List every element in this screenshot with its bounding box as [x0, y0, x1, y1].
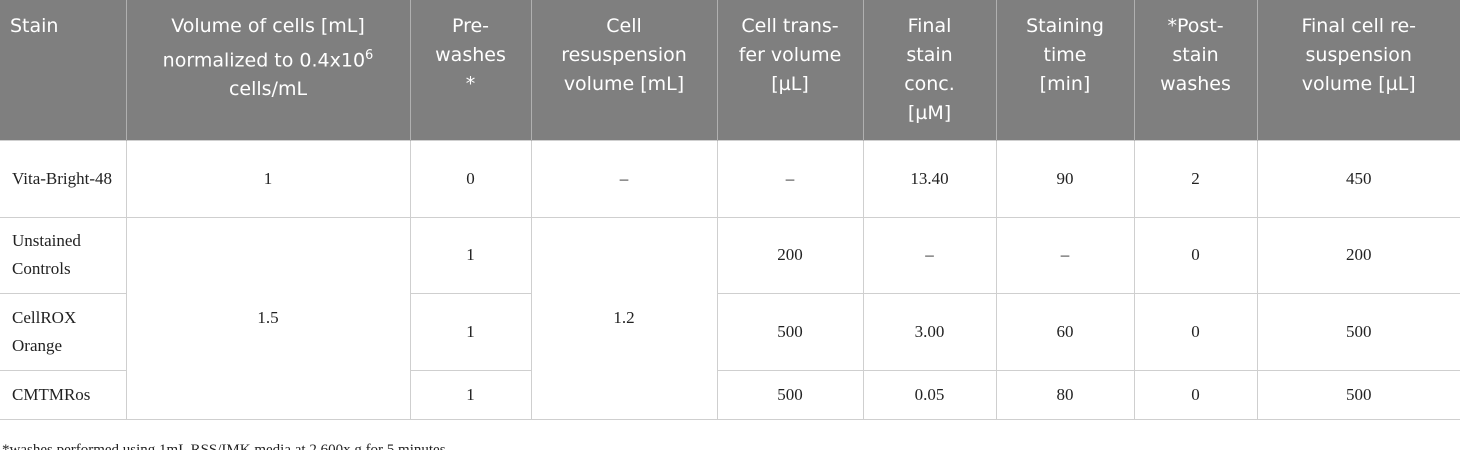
column-header: Final cell re-suspension volume [µL]	[1256, 0, 1460, 140]
header-line: stain	[1172, 44, 1219, 66]
table-cell: 1	[409, 369, 532, 420]
header-line: conc.	[904, 73, 955, 95]
stain-cell: Vita-Bright-48	[0, 139, 127, 218]
superscript: 6	[365, 48, 374, 63]
table-cell: CellROX Orange	[0, 292, 127, 371]
table-cell: 0	[1133, 216, 1258, 294]
header-line: suspension	[1305, 44, 1412, 66]
footnote: *washes performed using 1mL RSS/IMK medi…	[2, 441, 450, 450]
stain-cell: Unstained Controls	[0, 216, 127, 294]
table-cell: 500	[1256, 369, 1460, 420]
table-cell: 80	[995, 369, 1135, 420]
column-header: Staining time [min]	[995, 0, 1134, 140]
table-cell: 200	[1256, 216, 1460, 294]
table-cell: 1	[409, 216, 532, 294]
header-line: Pre-	[451, 15, 490, 37]
header-row: Stain Volume of cells [mL] normalized to 0…	[0, 0, 1460, 140]
header-line: Stain	[10, 15, 59, 37]
table-row: CMTMRos 1 500 0.05 80 0 500	[0, 369, 1460, 420]
table-cell: 1.5	[125, 216, 411, 420]
table-cell: 0	[1133, 369, 1258, 420]
header-line: time	[1043, 44, 1087, 66]
header-line: *	[465, 73, 476, 95]
header-line: Staining	[1026, 15, 1104, 37]
table-cell: 1	[125, 139, 411, 218]
table-cell: CMTMRos	[0, 369, 127, 420]
header-line: volume [µL]	[1301, 73, 1416, 95]
header-line: normalized to 0.4x106	[133, 41, 404, 75]
table-cell: –	[530, 139, 718, 218]
header-line: *Post-	[1167, 15, 1224, 37]
table-body: Vita-Bright-48 1 0– –13.40 90 2 450 Unstained C…	[0, 139, 1460, 420]
column-header: Cell trans-fer volume [µL]	[716, 0, 863, 140]
header-line: Cell trans-	[741, 15, 839, 37]
header-line: fer volume	[738, 44, 842, 66]
column-header: Volume of cells [mL] normalized to 0.4x10…	[125, 0, 410, 140]
table-cell: 2	[1133, 139, 1258, 218]
table-row: Vita-Bright-48 1 0– –13.40 90 2 450	[0, 139, 1460, 218]
header-line: stain	[906, 44, 953, 66]
header-line: Cell	[606, 15, 642, 37]
column-header: Cell resuspension volume [mL]	[530, 0, 717, 140]
header-line: [min]	[1039, 73, 1091, 95]
table-cell: 3.00	[862, 292, 997, 371]
table-cell: 1.2	[530, 216, 718, 420]
table-row: CellROX Orange 1 500 3.00 60 0 500	[0, 292, 1460, 371]
column-header: Stain	[0, 0, 126, 140]
table-cell: 500	[716, 369, 864, 420]
header-line: Final	[907, 15, 952, 37]
table-cell: –	[716, 139, 864, 218]
header-line: washes	[1160, 73, 1231, 95]
table-cell: 200	[716, 216, 864, 294]
table-cell: –	[862, 216, 997, 294]
table-cell: 500	[716, 292, 864, 371]
table-cell: 450	[1256, 139, 1460, 218]
table-cell: 0	[1133, 292, 1258, 371]
column-header: Final stain conc. [µM]	[862, 0, 996, 140]
header-line: washes	[435, 44, 506, 66]
data-table: Stain Volume of cells [mL] normalized to 0…	[0, 0, 1460, 420]
header-text: normalized to 0.4x10	[162, 49, 366, 72]
header-line: cells/mL	[228, 78, 308, 101]
table-cell: 60	[995, 292, 1135, 371]
header-line: Final cell re-	[1301, 15, 1416, 37]
table-cell: –	[995, 216, 1135, 294]
column-header: *Post-stain washes	[1133, 0, 1257, 140]
header-line: [µM]	[907, 102, 952, 124]
table-cell: 1	[409, 292, 532, 371]
table-cell: 500	[1256, 292, 1460, 371]
header-line: volume [mL]	[563, 73, 685, 95]
column-header: Pre-washes *	[409, 0, 531, 140]
table-row: Unstained Controls 1.5 1 1.2 200– –0 200	[0, 216, 1460, 420]
table-cell: 0.05	[862, 369, 997, 420]
header-line: resuspension	[561, 44, 687, 66]
header-line: Volume of cells [mL]	[171, 15, 365, 37]
table-cell: 13.40	[862, 139, 997, 218]
table-cell: 90	[995, 139, 1135, 218]
header-line: [µL]	[771, 73, 809, 95]
table-cell: 0	[409, 139, 532, 218]
